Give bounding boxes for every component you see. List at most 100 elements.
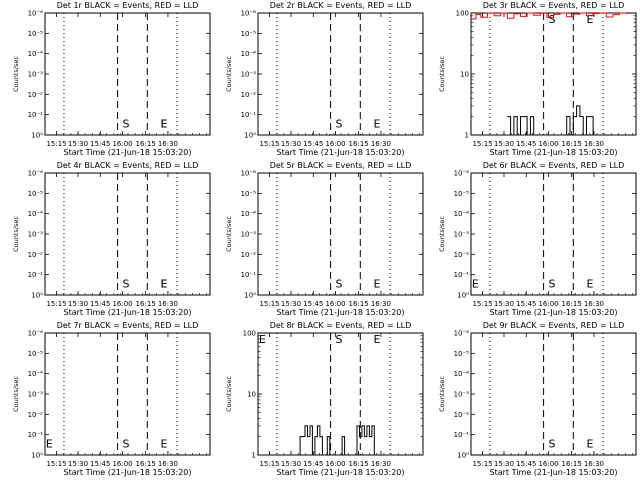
x-tick-label: 16:30 bbox=[158, 460, 178, 468]
x-tick-label: 16:30 bbox=[371, 140, 391, 148]
plot-frame bbox=[257, 332, 424, 456]
y-tick-label: 10⁻⁴ bbox=[454, 210, 470, 218]
y-tick-label: 10⁻³ bbox=[454, 231, 470, 239]
y-axis-label: Counts/sec bbox=[12, 376, 20, 412]
x-tick-label: 15:15 bbox=[259, 140, 279, 148]
y-axis-label: Counts/sec bbox=[438, 376, 446, 412]
x-tick-label: 16:00 bbox=[538, 460, 558, 468]
x-tick-label: 15:30 bbox=[281, 460, 301, 468]
y-tick-label: 10⁻¹ bbox=[454, 431, 470, 439]
y-tick-label: 10⁻⁶ bbox=[241, 10, 257, 18]
panel-title: Det 3r BLACK = Events, RED = LLD bbox=[483, 1, 625, 10]
marker-label-e: E bbox=[374, 333, 381, 346]
y-tick-label: 10⁻³ bbox=[454, 391, 470, 399]
marker-label-s: S bbox=[123, 438, 130, 451]
marker-label-s: S bbox=[549, 278, 556, 291]
y-axis-label: Counts/sec bbox=[12, 216, 20, 252]
x-tick-label: 16:00 bbox=[325, 300, 345, 308]
y-tick-label: 10 bbox=[247, 391, 256, 399]
y-tick-label: 10⁰ bbox=[457, 452, 469, 460]
panel-det-2: Det 2r BLACK = Events, RED = LLD 10⁰ 10⁻¹ 1… bbox=[225, 1, 424, 157]
y-tick-label: 10⁻³ bbox=[28, 391, 44, 399]
y-tick-label: 10⁻⁵ bbox=[454, 350, 470, 358]
y-tick-label: 10⁻² bbox=[28, 91, 44, 99]
marker-label-s: S bbox=[123, 118, 130, 131]
x-tick-label: 16:15 bbox=[349, 300, 369, 308]
y-tick-label: 10⁻⁶ bbox=[454, 170, 470, 178]
x-tick-label: 15:15 bbox=[259, 300, 279, 308]
panel-title: Det 6r BLACK = Events, RED = LLD bbox=[483, 161, 625, 170]
x-tick-label: 15:15 bbox=[472, 300, 492, 308]
panel-det-5: Det 5r BLACK = Events, RED = LLD 10⁰ 10⁻¹ 1… bbox=[225, 161, 424, 317]
x-tick-label: 15:30 bbox=[494, 460, 514, 468]
y-tick-label: 10⁻¹ bbox=[28, 111, 44, 119]
marker-label-e: E bbox=[46, 438, 53, 451]
y-tick-label: 10⁰ bbox=[31, 452, 43, 460]
x-tick-label: 16:00 bbox=[325, 460, 345, 468]
y-tick-label: 10⁻⁵ bbox=[241, 30, 257, 38]
x-tick-label: 15:45 bbox=[516, 300, 536, 308]
marker-label-e: E bbox=[161, 278, 168, 291]
x-tick-label: 16:00 bbox=[538, 300, 558, 308]
y-tick-label: 10⁻³ bbox=[241, 71, 257, 79]
marker-label-e: E bbox=[374, 278, 381, 291]
marker-label-s: S bbox=[336, 118, 343, 131]
y-tick-label: 10⁻² bbox=[454, 251, 470, 259]
x-tick-label: 15:30 bbox=[281, 140, 301, 148]
x-tick-label: 16:15 bbox=[562, 460, 582, 468]
panel-title: Det 5r BLACK = Events, RED = LLD bbox=[270, 161, 412, 170]
y-tick-label: 10⁰ bbox=[31, 292, 43, 300]
y-tick-label: 10⁻⁴ bbox=[454, 370, 470, 378]
y-tick-label: 10⁻⁵ bbox=[28, 190, 44, 198]
y-axis-label: Counts/sec bbox=[225, 56, 233, 92]
y-tick-label: 10⁻⁴ bbox=[241, 50, 257, 58]
panel-title: Det 9r BLACK = Events, RED = LLD bbox=[483, 321, 625, 330]
y-tick-label: 10⁻⁴ bbox=[28, 50, 44, 58]
x-tick-label: 15:45 bbox=[90, 140, 110, 148]
x-tick-label: 15:15 bbox=[46, 300, 66, 308]
panel-det-8: Det 8r BLACK = Events, RED = LLD 1 10 100 Co… bbox=[225, 321, 424, 477]
y-tick-label: 100 bbox=[456, 10, 469, 18]
marker-label-s: S bbox=[549, 13, 556, 26]
plot-frame bbox=[470, 12, 637, 136]
y-tick-label: 10⁰ bbox=[244, 292, 256, 300]
y-tick-label: 10⁻⁶ bbox=[28, 10, 44, 18]
x-tick-label: 16:15 bbox=[136, 460, 156, 468]
y-tick-label: 10⁻⁴ bbox=[28, 370, 44, 378]
x-axis-label: Start Time (21-Jun-18 15:03:20) bbox=[490, 308, 618, 317]
y-tick-label: 10⁻¹ bbox=[28, 271, 44, 279]
y-axis-label: Counts/sec bbox=[12, 56, 20, 92]
panel-det-4: Det 4r BLACK = Events, RED = LLD 10⁰ 10⁻¹ 1… bbox=[12, 161, 211, 317]
y-tick-label: 10⁻¹ bbox=[454, 271, 470, 279]
x-tick-label: 15:45 bbox=[303, 140, 323, 148]
y-tick-label: 10⁻⁶ bbox=[28, 330, 44, 338]
y-tick-label: 10⁻² bbox=[28, 251, 44, 259]
y-tick-label: 10⁻⁶ bbox=[28, 170, 44, 178]
marker-label-e: E bbox=[161, 278, 168, 291]
x-tick-label: 16:00 bbox=[112, 300, 132, 308]
x-tick-label: 15:15 bbox=[259, 460, 279, 468]
marker-label-s: S bbox=[336, 278, 343, 291]
marker-label-e: E bbox=[259, 333, 266, 346]
panel-det-1: Det 1r BLACK = Events, RED = LLD 10⁰ 10⁻¹ 1… bbox=[12, 1, 211, 157]
y-axis-label: Counts/sec bbox=[438, 56, 446, 92]
x-axis-label: Start Time (21-Jun-18 15:03:20) bbox=[490, 468, 618, 477]
x-tick-label: 15:45 bbox=[516, 460, 536, 468]
y-tick-label: 10 bbox=[460, 71, 469, 79]
y-tick-label: 10⁻⁶ bbox=[241, 170, 257, 178]
x-tick-label: 16:30 bbox=[584, 300, 604, 308]
x-tick-label: 16:15 bbox=[349, 460, 369, 468]
panel-title: Det 7r BLACK = Events, RED = LLD bbox=[57, 321, 199, 330]
x-axis-label: Start Time (21-Jun-18 15:03:20) bbox=[490, 148, 618, 157]
y-tick-label: 10⁻⁴ bbox=[28, 210, 44, 218]
y-tick-label: 10⁻⁴ bbox=[241, 210, 257, 218]
y-tick-label: 10⁻³ bbox=[28, 231, 44, 239]
y-tick-label: 10⁻⁵ bbox=[28, 350, 44, 358]
y-tick-label: 10⁰ bbox=[31, 132, 43, 140]
x-tick-label: 16:00 bbox=[538, 140, 558, 148]
y-tick-label: 10⁻² bbox=[28, 411, 44, 419]
x-tick-label: 15:30 bbox=[68, 140, 88, 148]
x-axis-label: Start Time (21-Jun-18 15:03:20) bbox=[64, 468, 192, 477]
x-tick-label: 15:15 bbox=[46, 460, 66, 468]
x-tick-label: 15:45 bbox=[303, 460, 323, 468]
